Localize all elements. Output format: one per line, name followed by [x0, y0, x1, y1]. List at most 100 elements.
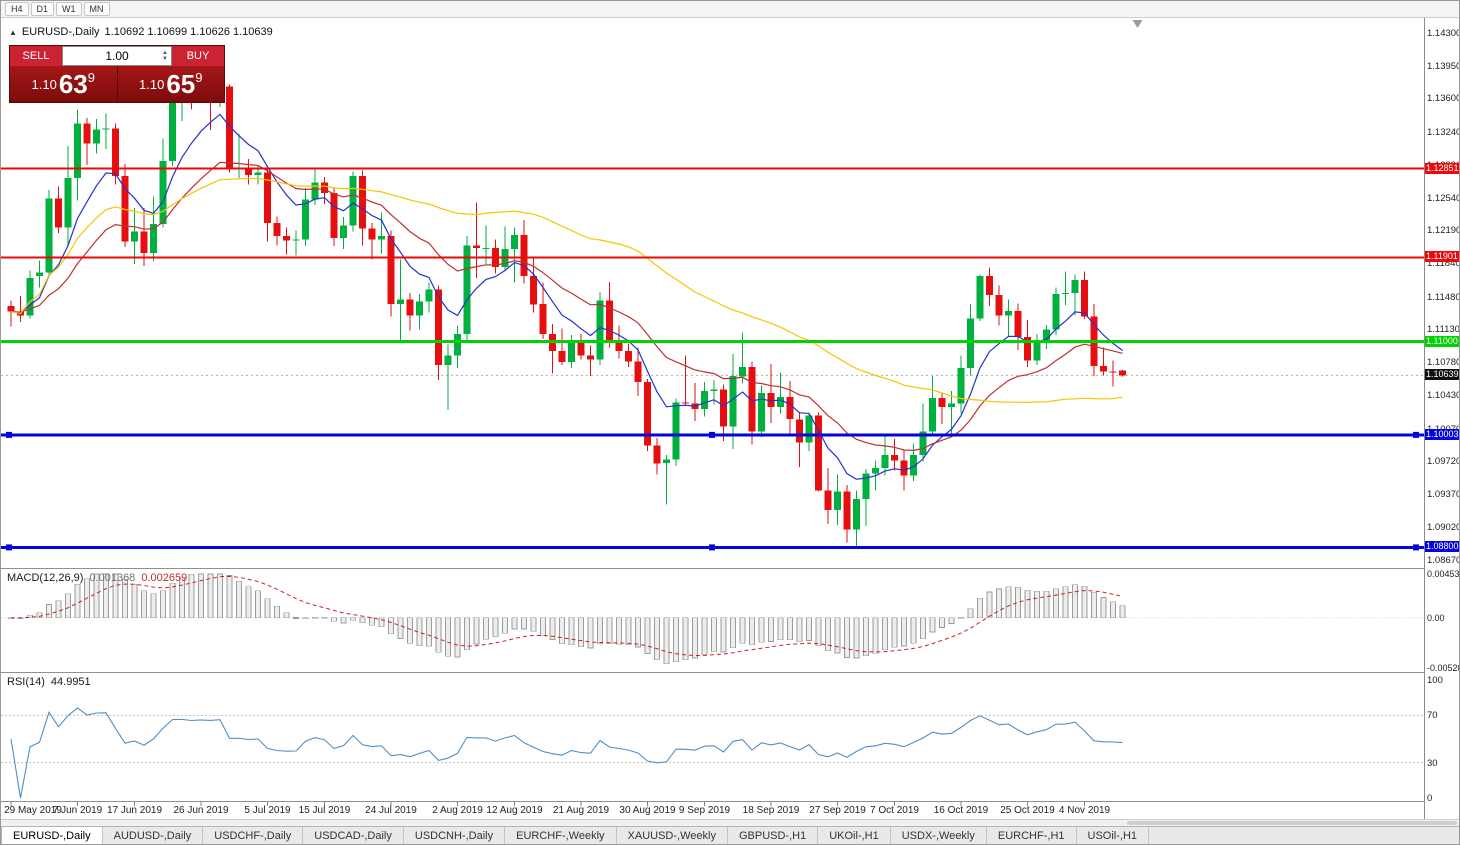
price-axis-label: 1.09020 [1427, 521, 1460, 533]
price-axis-label: 1.09720 [1427, 456, 1460, 468]
macd-main-value: 0.001368 [89, 572, 136, 584]
price-axis-label: 1.11130 [1427, 324, 1460, 336]
time-axis-label: 17 Jun 2019 [106, 805, 163, 816]
one-click-toggle-icon[interactable]: ▲ [9, 27, 17, 37]
sell-price-pipette: 9 [87, 70, 95, 85]
chart-tab-gbpusd-h1[interactable]: GBPUSD-,H1 [728, 827, 819, 844]
chart-tab-usoil-h1[interactable]: USOil-,H1 [1077, 827, 1150, 844]
sell-price-prefix: 1.10 [31, 76, 57, 92]
time-axis-label: 16 Oct 2019 [933, 805, 989, 816]
price-axis: 1.143001.139501.136001.132401.128901.125… [1424, 18, 1460, 819]
chart-ohlc-quotes: 1.10692 1.10699 1.10626 1.10639 [104, 26, 273, 38]
chart-tab-eurchf-h1[interactable]: EURCHF-,H1 [987, 827, 1077, 844]
horizontal-scrollbar[interactable] [1, 819, 1459, 826]
volume-value: 1.00 [105, 49, 129, 63]
price-chart-canvas[interactable] [1, 18, 1424, 819]
time-axis-label: 9 Sep 2019 [678, 805, 731, 816]
sell-price-big: 63 [58, 69, 88, 99]
chart-tab-eurusd-daily[interactable]: EURUSD-,Daily [1, 827, 103, 844]
time-axis-label: 4 Nov 2019 [1058, 805, 1111, 816]
rsi-indicator-label: RSI(14) 44.9951 [7, 676, 91, 688]
time-axis-label: 5 Jul 2019 [244, 805, 291, 816]
macd-histogram [8, 573, 1126, 664]
buy-price-pipette: 9 [195, 70, 203, 85]
timeframe-button-d1[interactable]: D1 [30, 2, 55, 16]
chart-tab-usdcad-daily[interactable]: USDCAD-,Daily [303, 827, 404, 844]
price-axis-label: 1.09370 [1427, 489, 1460, 501]
candles-layer [7, 70, 1126, 549]
price-axis-label: 1.13950 [1427, 60, 1460, 72]
line-handle[interactable] [1413, 431, 1419, 438]
price-axis-label: 1.12540 [1427, 192, 1460, 204]
chart-symbol-label: EURUSD-,Daily [21, 26, 100, 38]
macd-signal-value: 0.002659 [141, 572, 188, 584]
rsi-axis-label: 70 [1427, 710, 1438, 722]
chart-tab-usdcnh-daily[interactable]: USDCNH-,Daily [404, 827, 506, 844]
one-click-trading-panel: SELL 1.00 ▲ ▼ BUY 1.10 63 9 1.10 65 9 [9, 45, 225, 103]
buy-price-big: 65 [166, 69, 196, 99]
price-axis-label: 1.12190 [1427, 225, 1460, 237]
chart-shift-marker-icon[interactable] [1132, 20, 1143, 28]
buy-price-prefix: 1.10 [139, 76, 165, 92]
line-handle[interactable] [6, 544, 12, 551]
timeframe-button-h4[interactable]: H4 [5, 2, 29, 16]
price-axis-label: 1.11840 [1427, 258, 1460, 270]
price-axis-label: 1.13240 [1427, 127, 1460, 139]
timeframe-toolbar: H4 D1 W1 MN [1, 1, 1459, 18]
volume-up-icon[interactable]: ▲ [162, 50, 168, 56]
time-axis-label: 24 Jul 2019 [365, 805, 417, 816]
chart-tab-xauusd-weekly[interactable]: XAUUSD-,Weekly [617, 827, 728, 844]
buy-price-button[interactable]: 1.10 65 9 [117, 66, 224, 102]
chart-tab-ukoil-h1[interactable]: UKOil-,H1 [818, 827, 891, 844]
rsi-line [10, 707, 1123, 799]
time-axis-label: 7 Jun 2019 [52, 805, 103, 816]
buy-button[interactable]: BUY [172, 46, 224, 66]
price-tag-1.11901: 1.11901 [1425, 251, 1459, 263]
timeframe-button-w1[interactable]: W1 [56, 2, 82, 16]
price-tag-1.11000: 1.11000 [1425, 335, 1459, 347]
h-scrollbar-thumb[interactable] [1127, 821, 1457, 825]
macd-indicator-label: MACD(12,26,9) 0.001368 0.002659 [7, 572, 187, 584]
line-handle[interactable] [6, 431, 12, 438]
timeframe-button-mn[interactable]: MN [83, 2, 110, 16]
time-axis-label: 7 Oct 2019 [870, 805, 919, 816]
price-axis-label: 1.08670 [1427, 554, 1460, 566]
time-axis-label: 29 May 2019 [4, 805, 62, 816]
time-axis-label: 26 Jun 2019 [173, 805, 229, 816]
chart-tab-usdchf-daily[interactable]: USDCHF-,Daily [203, 827, 304, 844]
price-axis-label: 1.14300 [1427, 27, 1460, 39]
macd-axis-label: 0.00 [1427, 612, 1445, 623]
rsi-axis-label: 0 [1427, 793, 1433, 804]
chart-tab-usdx-weekly[interactable]: USDX-,Weekly [891, 827, 987, 844]
time-axis-label: 12 Aug 2019 [486, 805, 543, 816]
rsi-axis-label: 30 [1427, 757, 1438, 769]
rsi-axis-label: 100 [1427, 675, 1443, 686]
current-price-tag: 1.10639 [1425, 369, 1459, 381]
chart-title: ▲ EURUSD-,Daily 1.10692 1.10699 1.10626 … [9, 26, 273, 38]
line-handle[interactable] [1413, 544, 1419, 551]
volume-spinner: ▲ ▼ [160, 47, 170, 65]
macd-axis-label: -0.00520 [1427, 663, 1460, 673]
chart-tab-bar: EURUSD-,Daily AUDUSD-,Daily USDCHF-,Daily U… [1, 826, 1459, 844]
price-tag-1.08800: 1.08800 [1425, 541, 1459, 553]
sell-price-button[interactable]: 1.10 63 9 [10, 66, 118, 102]
ma-ema-20-line [10, 161, 1123, 452]
sell-button[interactable]: SELL [10, 46, 62, 66]
chart-tab-eurchf-weekly[interactable]: EURCHF-,Weekly [505, 827, 617, 844]
volume-down-icon[interactable]: ▼ [162, 56, 168, 62]
macd-title: MACD(12,26,9) [7, 572, 84, 584]
time-axis-label: 18 Sep 2019 [742, 805, 800, 816]
line-handle[interactable] [709, 431, 715, 438]
volume-input[interactable]: 1.00 ▲ ▼ [62, 46, 172, 66]
time-axis-label: 30 Aug 2019 [619, 805, 676, 816]
macd-axis-label: 0.004536 [1427, 569, 1460, 579]
ma-sma-50-line [10, 177, 1123, 404]
line-handle[interactable] [709, 544, 715, 551]
price-axis-label: 1.13600 [1427, 93, 1460, 105]
chart-area[interactable]: ▲ EURUSD-,Daily 1.10692 1.10699 1.10626 … [1, 18, 1460, 819]
price-axis-label: 1.10430 [1427, 389, 1460, 401]
rsi-title: RSI(14) [7, 676, 45, 688]
time-axis-label: 27 Sep 2019 [809, 805, 866, 816]
chart-tab-audusd-daily[interactable]: AUDUSD-,Daily [103, 827, 204, 844]
